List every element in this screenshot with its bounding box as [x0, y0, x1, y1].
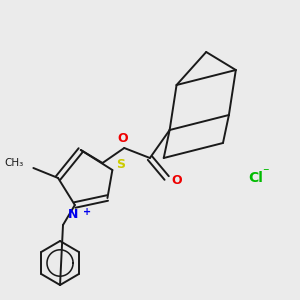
Text: Cl: Cl [249, 171, 263, 185]
Text: ⁻: ⁻ [262, 167, 269, 179]
Text: CH₃: CH₃ [4, 158, 23, 168]
Text: O: O [117, 131, 128, 145]
Text: S: S [116, 158, 125, 172]
Text: N: N [68, 208, 78, 221]
Text: O: O [171, 173, 182, 187]
Text: +: + [82, 207, 91, 217]
